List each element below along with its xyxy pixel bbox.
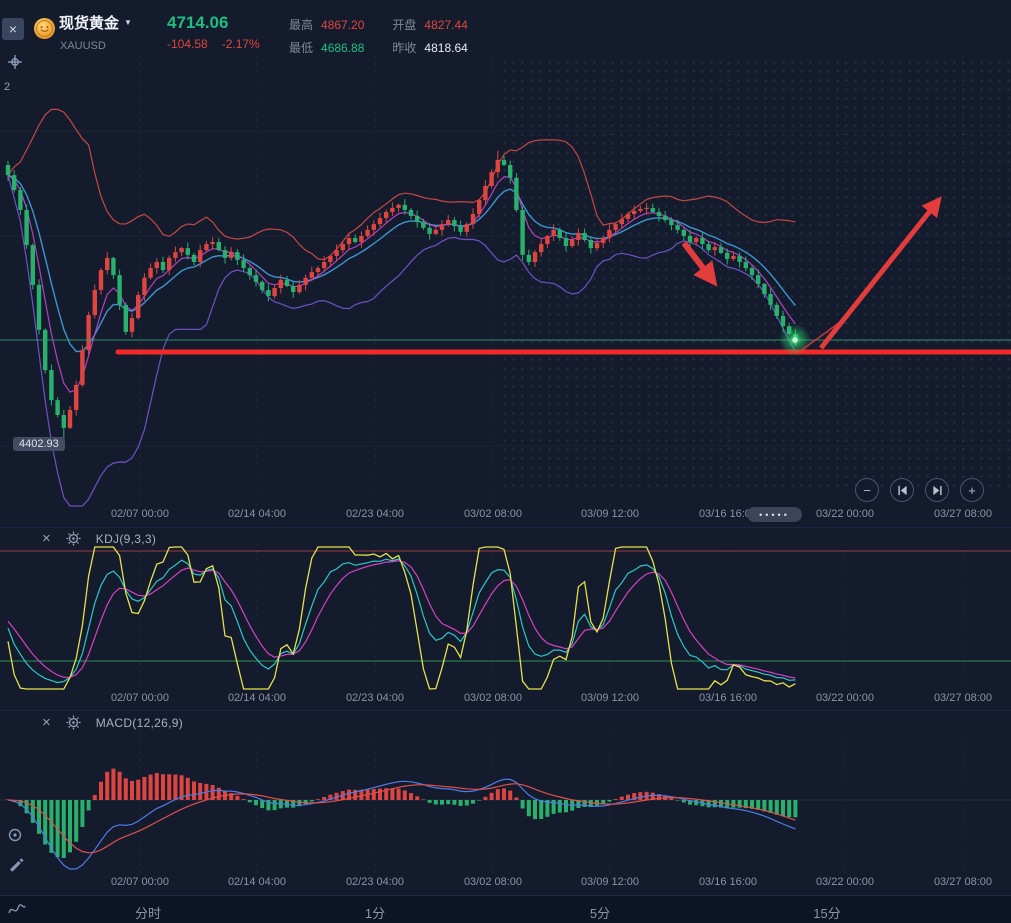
settings-gear-icon[interactable]: [66, 531, 81, 546]
tab-15min[interactable]: 15分: [813, 906, 841, 921]
chart-style-icon[interactable]: [8, 901, 26, 919]
x-axis-label: 03/09 12:00: [580, 508, 640, 520]
price-change: -104.58 -2.17%: [167, 37, 274, 51]
change-value: -104.58: [167, 37, 208, 51]
settings-gear-icon[interactable]: [66, 715, 81, 730]
draw-tool-icon[interactable]: [7, 856, 25, 874]
candlestick-layer: [0, 108, 1011, 507]
x-axis-label: 03/27 08:00: [933, 876, 993, 888]
x-axis-label: 02/07 00:00: [110, 876, 170, 888]
x-axis-label: 03/02 08:00: [463, 692, 523, 704]
x-axis-label: 02/14 04:00: [227, 876, 287, 888]
kdj-layer: [0, 546, 1011, 690]
skip-end-icon: [932, 485, 942, 495]
x-axis-row: 02/07 00:00 02/14 04:00 02/23 04:00 03/02 0…: [0, 508, 1011, 522]
tab-1min[interactable]: 1分: [364, 906, 386, 921]
annotation-layer: [115, 196, 1011, 356]
macd-header: × MACD(12,26,9): [42, 714, 183, 731]
last-price: 4714.06: [167, 13, 229, 32]
scroll-indicator[interactable]: •••••: [747, 507, 802, 522]
symbol-name: 现货黄金: [59, 15, 120, 32]
macd-label: MACD(12,26,9): [95, 715, 184, 730]
timeframe-bar: 分时 1分 5分 15分: [0, 895, 1011, 923]
macd-layer: [0, 768, 1011, 870]
symbol-code: XAUUSD: [60, 40, 106, 52]
close-icon: ×: [8, 21, 18, 37]
x-axis-label: 02/07 00:00: [110, 692, 170, 704]
panel-divider: [0, 710, 1011, 711]
grid-layer: [0, 56, 1011, 876]
x-axis-label: 02/23 04:00: [345, 692, 405, 704]
skip-start-icon: [897, 485, 907, 495]
stat-high: 最高 4867.20: [289, 17, 365, 33]
panel-divider: [0, 527, 1011, 528]
x-axis-label: 02/07 00:00: [110, 508, 170, 520]
chevron-down-icon: ▼: [124, 18, 132, 27]
tab-time-sharing[interactable]: 分时: [134, 906, 162, 921]
x-axis-label: 02/23 04:00: [345, 876, 405, 888]
zoom-out-button[interactable]: −: [855, 478, 879, 502]
pan-to-end-button[interactable]: [925, 478, 949, 502]
stat-open: 开盘 4827.44: [392, 17, 468, 33]
x-axis-label: 03/27 08:00: [933, 508, 993, 520]
toolbar-count-badge: 2: [4, 81, 11, 93]
x-axis-label: 03/22 00:00: [815, 508, 875, 520]
x-axis-label: 03/16 16:00: [698, 508, 758, 520]
x-axis-label: 03/22 00:00: [815, 692, 875, 704]
kdj-label: KDJ(9,3,3): [95, 531, 157, 546]
symbol-selector[interactable]: 现货黄金 ▼: [59, 12, 132, 33]
x-axis-row: 02/07 00:00 02/14 04:00 02/23 04:00 03/02 0…: [0, 692, 1011, 706]
x-axis-label: 03/27 08:00: [933, 692, 993, 704]
x-axis-label: 03/16 16:00: [698, 692, 758, 704]
stat-low: 最低 4686.88: [289, 40, 365, 56]
zoom-in-button[interactable]: +: [960, 478, 984, 502]
minus-icon: −: [863, 482, 871, 498]
x-axis-row: 02/07 00:00 02/14 04:00 02/23 04:00 03/02 0…: [0, 876, 1011, 890]
x-axis-label: 02/23 04:00: [345, 508, 405, 520]
gold-coin-icon: [33, 17, 56, 45]
tab-5min[interactable]: 5分: [589, 906, 611, 921]
x-axis-label: 02/14 04:00: [227, 692, 287, 704]
kdj-header: × KDJ(9,3,3): [42, 530, 156, 547]
close-button[interactable]: ×: [2, 18, 24, 40]
stat-prev-close: 昨收 4818.64: [392, 40, 468, 56]
x-axis-label: 03/02 08:00: [463, 876, 523, 888]
x-axis-label: 03/09 12:00: [580, 876, 640, 888]
close-icon[interactable]: ×: [42, 714, 51, 731]
close-icon[interactable]: ×: [42, 530, 51, 547]
indicator-tool-icon[interactable]: [6, 826, 24, 844]
x-axis-label: 03/02 08:00: [463, 508, 523, 520]
crosshair-tool-icon[interactable]: [6, 53, 24, 71]
x-axis-label: 02/14 04:00: [227, 508, 287, 520]
x-axis-label: 03/22 00:00: [815, 876, 875, 888]
pan-to-start-button[interactable]: [890, 478, 914, 502]
plus-icon: +: [968, 482, 976, 498]
price-label-low: 4402.93: [13, 437, 65, 451]
change-percent: -2.17%: [221, 37, 260, 51]
x-axis-label: 03/09 12:00: [580, 692, 640, 704]
quote-stats: 最高 4867.20 开盘 4827.44 最低 4686.88 昨收 4818.64: [289, 16, 468, 56]
x-axis-label: 03/16 16:00: [698, 876, 758, 888]
